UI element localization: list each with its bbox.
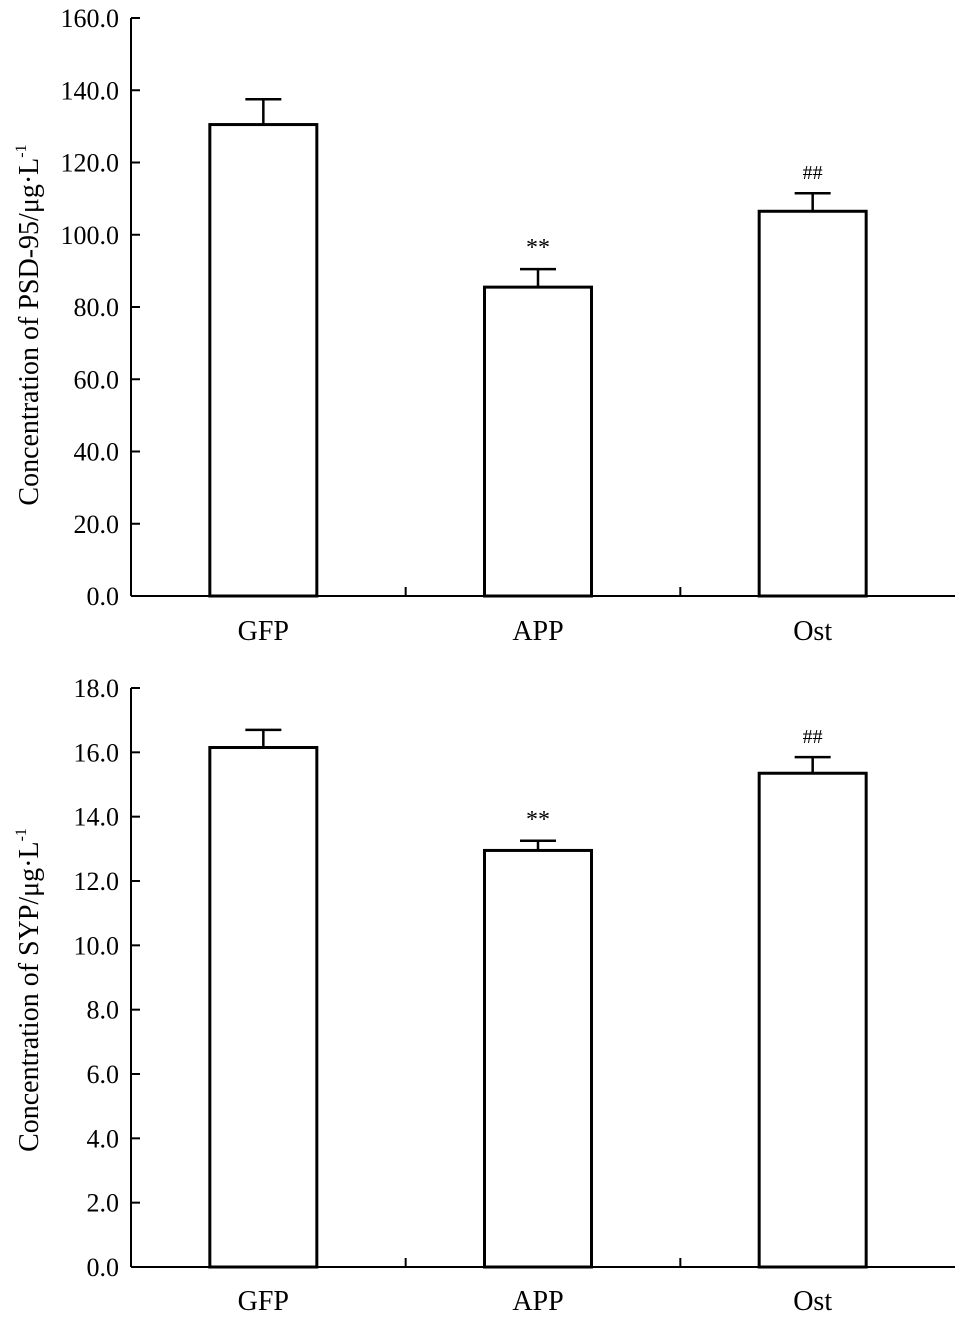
- psd95-y-tick-label: 80.0: [74, 293, 120, 322]
- psd95-bar-ost: [757, 209, 868, 598]
- psd95-bar-app: [483, 285, 593, 598]
- syp-significance-label-ost: ##: [803, 726, 823, 748]
- syp-y-tick-label: 0.0: [87, 1253, 120, 1282]
- psd95-bar-gfp: [208, 123, 319, 598]
- syp-y-tick-label: 8.0: [87, 996, 120, 1025]
- psd95-y-tick-label: 160.0: [61, 4, 120, 33]
- syp-y-tick-label: 2.0: [87, 1189, 120, 1218]
- syp-y-axis-title: Concentration of SYP/μg·L-1: [13, 828, 45, 1152]
- syp-chart-panel: 0.0 2.0 4.0 6.0 8.0 10.0 12.0 14.0 16.0 18.0 GFP **…: [13, 674, 955, 1317]
- syp-bar-app: [483, 848, 593, 1269]
- syp-category-label-ost: Ost: [793, 1286, 832, 1317]
- syp-category-label-app: APP: [512, 1286, 563, 1317]
- syp-y-tick-label: 4.0: [87, 1124, 120, 1153]
- syp-y-tick-label: 18.0: [74, 674, 120, 703]
- psd95-significance-label-app: **: [526, 235, 550, 261]
- syp-y-tick-label: 12.0: [74, 867, 120, 896]
- syp-y-tick-label: 14.0: [74, 803, 120, 832]
- psd95-y-tick-label: 140.0: [61, 76, 120, 105]
- syp-y-axis-title-superscript: -1: [13, 828, 30, 841]
- psd95-category-label-gfp: GFP: [238, 616, 289, 647]
- psd95-category-label-app: APP: [512, 616, 563, 647]
- syp-y-tick-label: 10.0: [74, 931, 120, 960]
- psd95-y-tick-label: 0.0: [87, 582, 120, 611]
- psd95-y-axis-title-superscript: -1: [13, 144, 30, 157]
- syp-bar-gfp: [208, 746, 319, 1269]
- syp-y-tick-label: 16.0: [74, 738, 120, 767]
- syp-bar-ost: [757, 771, 868, 1269]
- psd95-y-tick-label: 100.0: [61, 221, 120, 250]
- syp-category-label-gfp: GFP: [238, 1286, 289, 1317]
- psd95-significance-label-ost: ##: [803, 162, 823, 184]
- psd95-y-tick-label: 60.0: [74, 365, 120, 394]
- syp-y-tick-label: 6.0: [87, 1060, 120, 1089]
- psd95-category-label-ost: Ost: [793, 616, 832, 647]
- psd95-y-tick-label: 120.0: [61, 149, 120, 178]
- psd95-y-axis-title: Concentration of PSD-95/μg·L-1: [13, 144, 45, 505]
- psd95-y-tick-label: 40.0: [74, 438, 120, 467]
- syp-y-axis-title-main: Concentration of SYP/μg·L: [14, 841, 45, 1152]
- psd95-y-axis-title-main: Concentration of PSD-95/μg·L: [14, 158, 45, 506]
- syp-significance-label-app: **: [526, 807, 550, 833]
- psd95-y-tick-label: 20.0: [74, 510, 120, 539]
- psd95-chart-panel: 0.0 20.0 40.0 60.0 80.0 100.0 120.0 140.0 160.0 G…: [13, 4, 955, 647]
